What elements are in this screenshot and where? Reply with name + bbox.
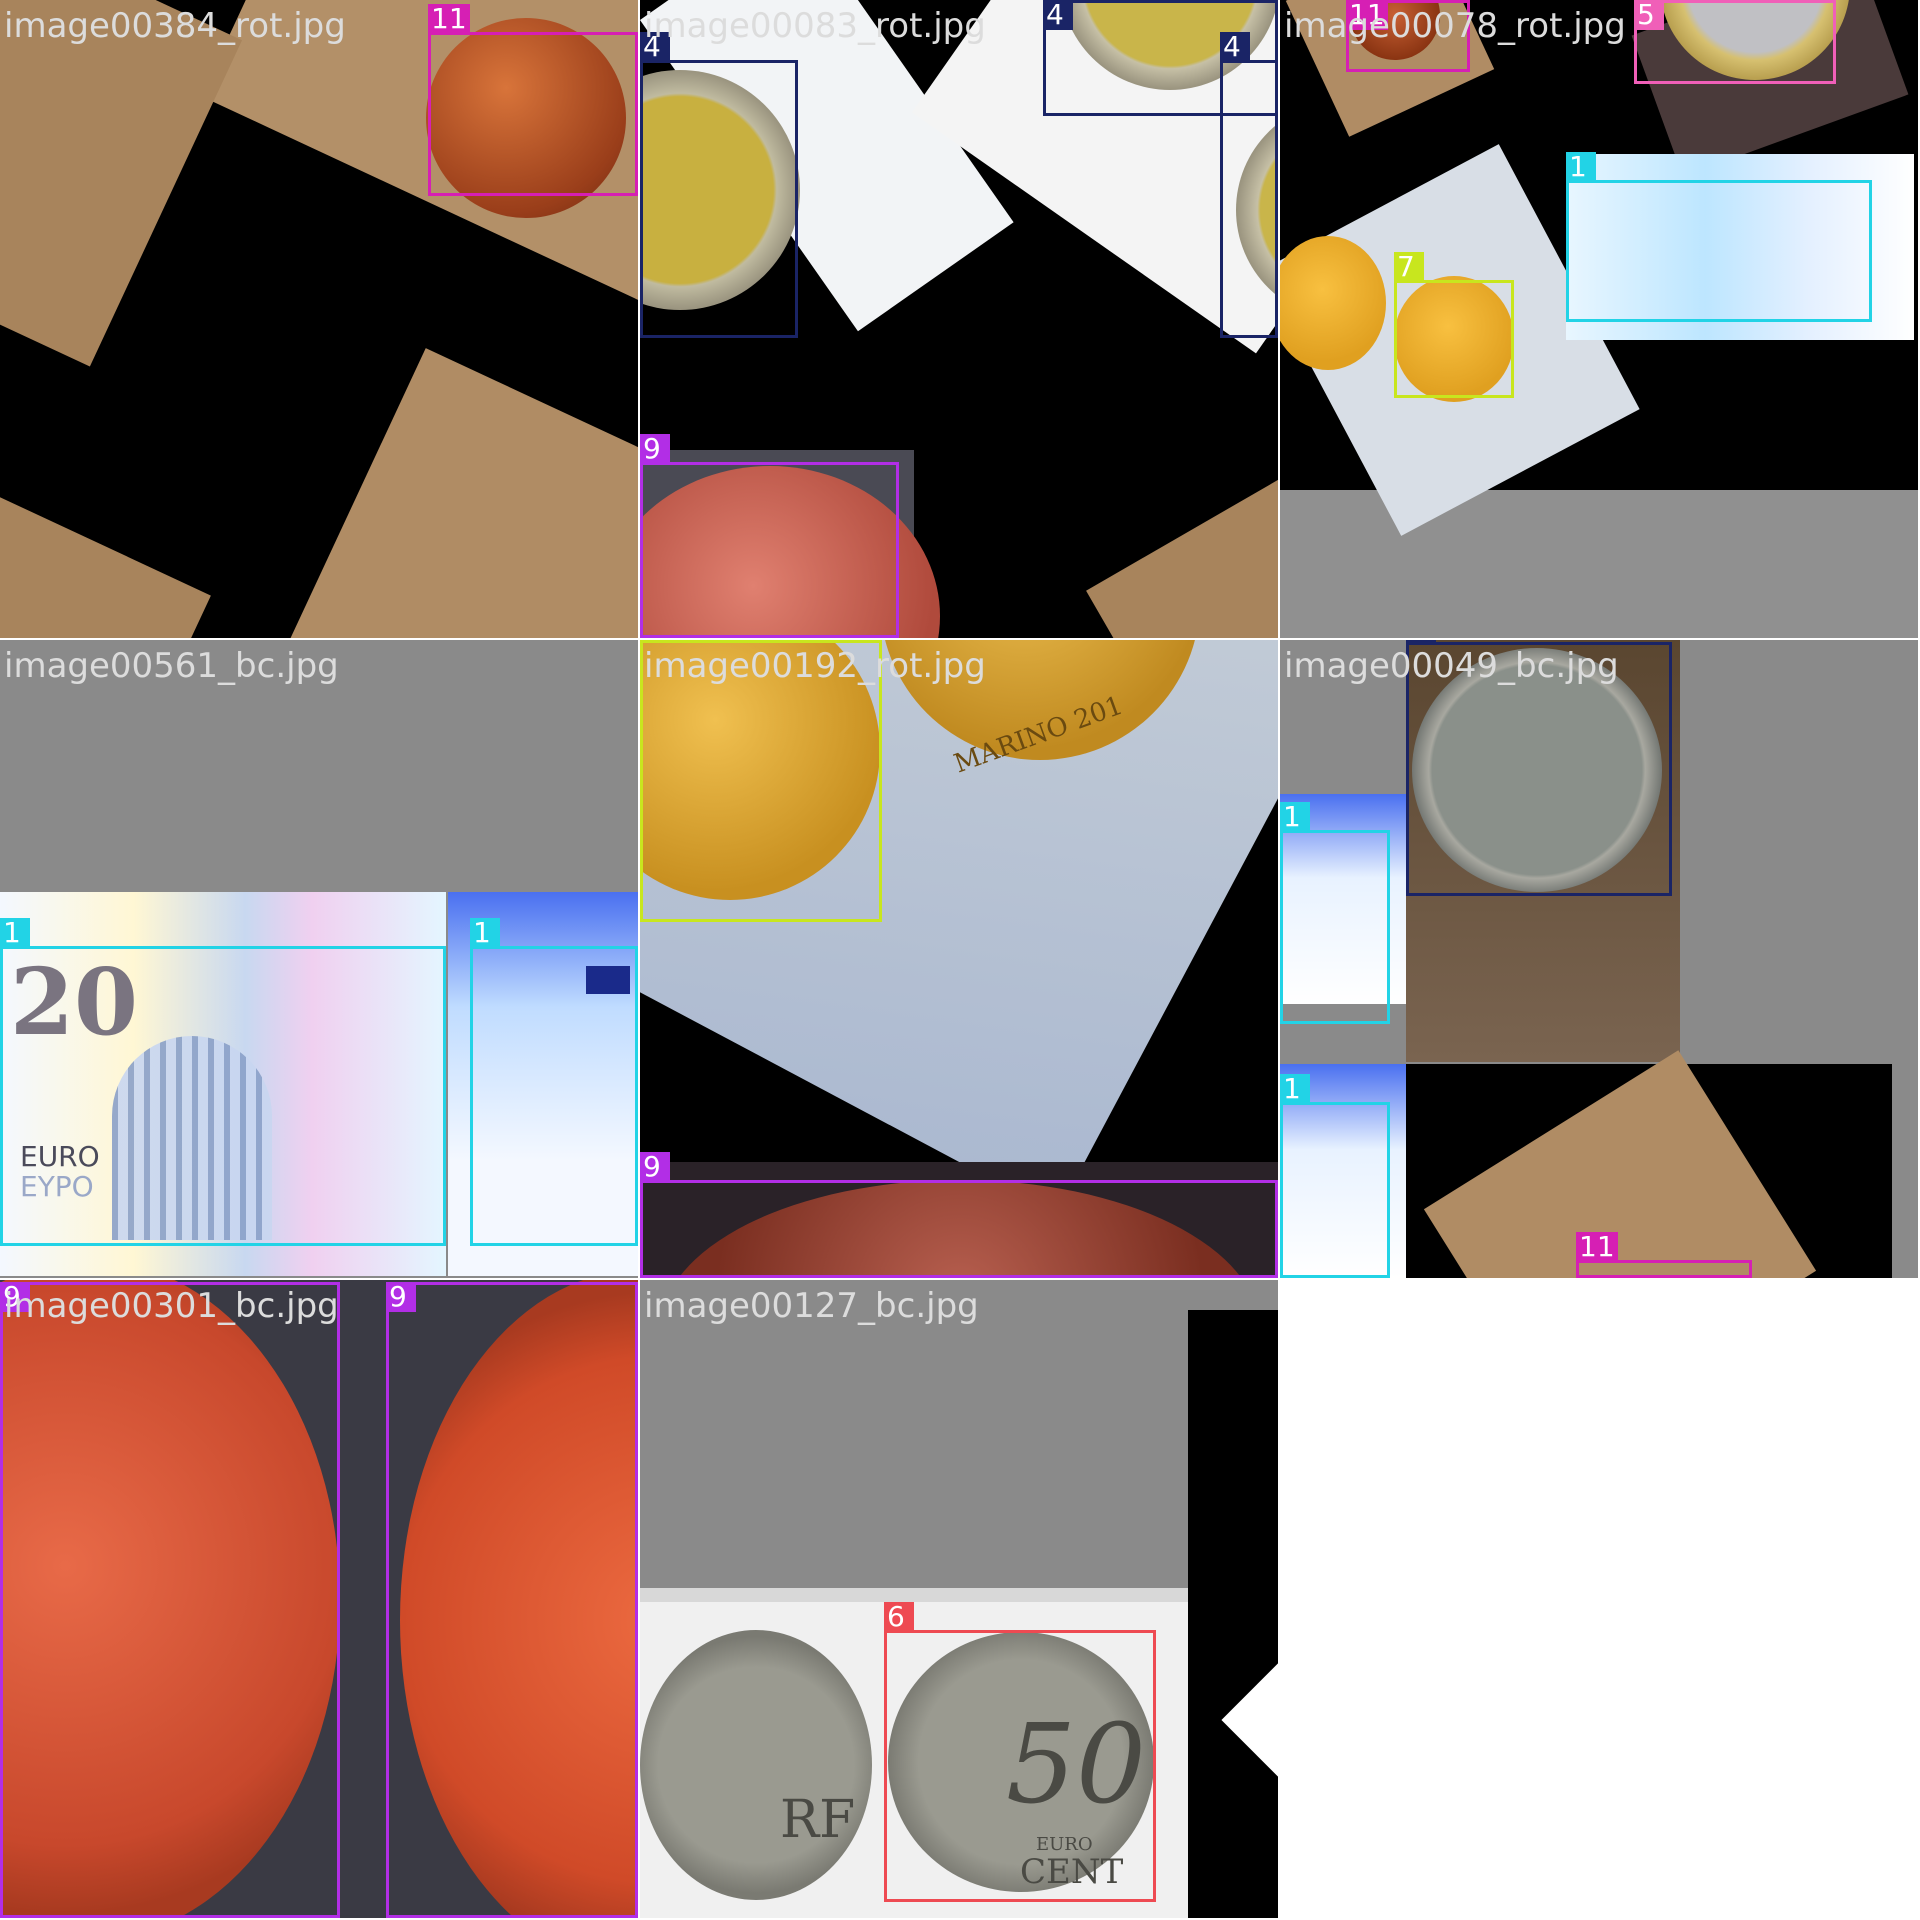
bbox-label: 4 bbox=[1406, 640, 1436, 644]
grid-separator bbox=[1278, 0, 1280, 1280]
bbox-class-9: 9 bbox=[640, 434, 899, 638]
bbox-class-6: 6 bbox=[884, 1602, 1156, 1902]
tile-image00078: image00078_rot.jpg 11 5 1 7 bbox=[1280, 0, 1918, 638]
coin-euro-label: EURO bbox=[1036, 1834, 1093, 1855]
tile-image00301: image00301_bc.jpg 9 9 bbox=[0, 1280, 638, 1918]
bbox-class-1: 1 bbox=[1280, 802, 1390, 1024]
gold-coin bbox=[1280, 236, 1386, 370]
banknote-currency-greek: EYPO bbox=[20, 1170, 94, 1203]
bbox-label: 4 bbox=[640, 32, 670, 62]
bbox-label: 6 bbox=[884, 1602, 914, 1632]
bbox-label: 11 bbox=[428, 4, 470, 34]
coin-reverse bbox=[888, 1632, 1154, 1892]
eu-flag-icon bbox=[586, 966, 630, 994]
grid-separator bbox=[0, 638, 1920, 640]
gothic-window bbox=[112, 1036, 272, 1240]
coin-cent-label: CENT bbox=[1020, 1852, 1124, 1892]
marble-background-patch bbox=[273, 348, 638, 638]
bbox-label: 1 bbox=[1566, 152, 1596, 182]
black-rotation-fill bbox=[1188, 1310, 1278, 1918]
banknote-value: 20 bbox=[10, 948, 139, 1056]
bbox-label: 9 bbox=[640, 1152, 670, 1182]
bbox-class-9: 9 bbox=[640, 1152, 1278, 1278]
tile-image00561: 20 EURO EYPO image00561_bc.jpg 1 1 bbox=[0, 640, 638, 1278]
bbox-class-9: 9 bbox=[0, 1282, 340, 1918]
tile-image00083: image00083_rot.jpg 4 4 4 9 bbox=[640, 0, 1278, 638]
tile-image00127: RF 50 EURO CENT image00127_bc.jpg 6 bbox=[640, 1280, 1278, 1918]
copper-coin-closeup bbox=[0, 1280, 340, 1918]
marble-corner bbox=[1086, 470, 1278, 638]
grid-separator bbox=[0, 1278, 1280, 1280]
bbox-label: 9 bbox=[0, 1282, 30, 1312]
bbox-label: 4 bbox=[1220, 32, 1250, 62]
marble-background-patch bbox=[0, 468, 211, 638]
bbox-class-1: 1 bbox=[0, 918, 446, 1246]
banknote-20 bbox=[1566, 154, 1914, 340]
bbox-class-9: 9 bbox=[386, 1282, 638, 1918]
tile-image00049: image00049_bc.jpg 4 1 1 11 bbox=[1280, 640, 1918, 1278]
bimetal-coin bbox=[1412, 648, 1662, 892]
bbox-class-1: 1 bbox=[470, 918, 638, 1246]
bbox-class-4: 4 bbox=[640, 32, 798, 338]
marble-background-patch bbox=[0, 0, 243, 367]
bbox-class-11: 11 bbox=[1346, 0, 1470, 72]
bbox-class-1: 1 bbox=[1566, 152, 1872, 322]
bbox-class-11: 11 bbox=[1576, 1232, 1752, 1278]
bbox-label: 5 bbox=[1634, 0, 1664, 30]
bbox-label: 1 bbox=[1280, 802, 1310, 832]
bbox-class-7: 7 bbox=[1394, 252, 1514, 398]
bbox-label: 1 bbox=[1280, 1074, 1310, 1104]
bbox-class-4: 4 bbox=[1043, 0, 1278, 116]
banknote-currency: EURO bbox=[20, 1140, 100, 1173]
image-filename: image00384_rot.jpg bbox=[4, 6, 346, 46]
bbox-label: 11 bbox=[1346, 0, 1388, 30]
bbox-label: 1 bbox=[470, 918, 500, 948]
bbox-class-1: 1 bbox=[1280, 1074, 1390, 1278]
bbox-class-5: 5 bbox=[1634, 0, 1836, 84]
document-toolbar bbox=[640, 1588, 1188, 1602]
bbox-class-7: 7 bbox=[640, 640, 882, 922]
coin-obverse-initials: RF bbox=[780, 1790, 856, 1850]
bbox-label: 11 bbox=[1576, 1232, 1618, 1262]
bbox-class-11: 11 bbox=[428, 4, 638, 196]
image-filename: image00561_bc.jpg bbox=[4, 646, 339, 686]
image-filename: image00127_bc.jpg bbox=[644, 1286, 979, 1326]
bbox-label: 9 bbox=[640, 434, 670, 464]
bbox-label: 1 bbox=[0, 918, 30, 948]
bbox-label: 9 bbox=[386, 1282, 416, 1312]
copper-coin bbox=[426, 18, 626, 218]
coin-value: 50 bbox=[1006, 1700, 1146, 1828]
bbox-label: 7 bbox=[640, 640, 670, 642]
coin-obverse bbox=[640, 1630, 872, 1900]
gold-coin bbox=[1394, 276, 1514, 402]
bbox-label: 7 bbox=[1394, 252, 1424, 282]
bbox-class-4: 4 bbox=[1406, 640, 1672, 896]
bbox-label: 4 bbox=[1043, 0, 1073, 30]
grid-separator bbox=[638, 0, 640, 1920]
banknote-20-back-strip bbox=[448, 892, 638, 1276]
image-filename: image00083_rot.jpg bbox=[644, 6, 986, 46]
image-filename: image00192_rot.jpg bbox=[644, 646, 986, 686]
tile-image00384: image00384_rot.jpg 11 bbox=[0, 0, 638, 638]
image-filename: image00078_rot.jpg bbox=[1284, 6, 1626, 46]
image-filename: image00049_bc.jpg bbox=[1284, 646, 1619, 686]
image-filename: image00301_bc.jpg bbox=[4, 1286, 339, 1326]
bbox-class-4: 4 bbox=[1220, 32, 1278, 338]
tile-image00192: MARINO 201 image00192_rot.jpg 7 9 bbox=[640, 640, 1278, 1278]
